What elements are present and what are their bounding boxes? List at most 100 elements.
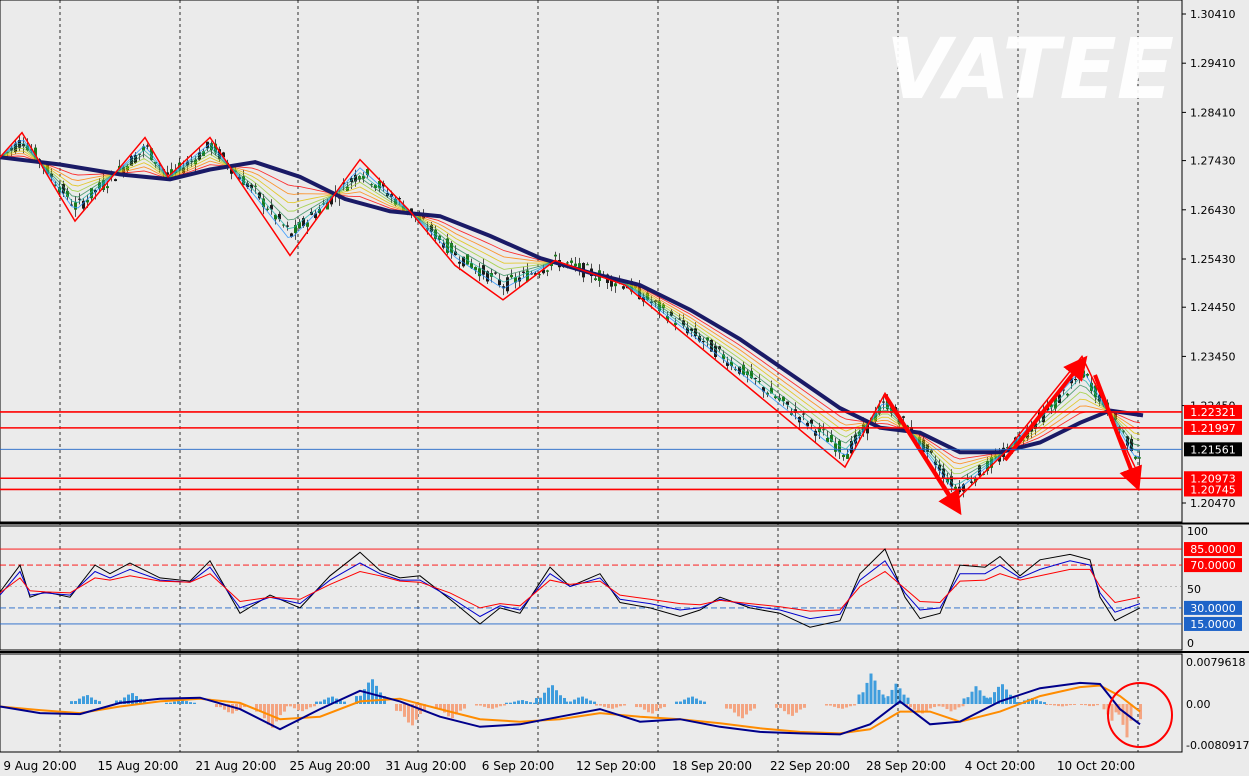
macd-histogram-bar bbox=[1129, 704, 1133, 721]
candle-body bbox=[474, 267, 477, 271]
candle-body bbox=[106, 186, 109, 189]
macd-histogram-bar bbox=[1084, 704, 1087, 706]
y-tick-label: 1.27430 bbox=[1190, 155, 1236, 168]
macd-histogram-bar bbox=[1005, 689, 1008, 704]
candle-body bbox=[818, 427, 821, 433]
candle-body bbox=[222, 152, 225, 158]
candle-body bbox=[542, 269, 545, 274]
candle-body bbox=[750, 370, 753, 379]
macd-histogram-bar bbox=[966, 697, 970, 704]
candle-body bbox=[254, 185, 257, 187]
macd-histogram-bar bbox=[635, 704, 638, 708]
macd-histogram-bar bbox=[623, 704, 626, 706]
price-panel bbox=[0, 131, 1182, 516]
macd-histogram-bar bbox=[1080, 704, 1083, 705]
macd-histogram-bar bbox=[403, 704, 406, 717]
macd-histogram-bar bbox=[181, 700, 184, 704]
macd-histogram-bar bbox=[98, 701, 101, 704]
macd-histogram-bar bbox=[937, 704, 941, 707]
macd-histogram-bar bbox=[559, 695, 562, 704]
macd-histogram-bar bbox=[643, 704, 646, 710]
macd-histogram-bar bbox=[495, 704, 498, 708]
y-tick-label: 1.30410 bbox=[1190, 8, 1236, 21]
candle-body bbox=[878, 405, 881, 414]
candle-body bbox=[670, 311, 673, 316]
rsi-tick-label: 0 bbox=[1187, 637, 1194, 650]
macd-histogram-bar bbox=[894, 683, 898, 704]
macd-histogram-bar bbox=[78, 698, 81, 704]
macd-histogram-bar bbox=[74, 701, 77, 704]
macd-histogram-bar bbox=[479, 704, 482, 706]
candle-body bbox=[1074, 378, 1077, 381]
candle-body bbox=[758, 380, 761, 382]
candle-body bbox=[970, 481, 973, 483]
macd-histogram-bar bbox=[775, 704, 778, 708]
x-tick-label: 9 Aug 20:00 bbox=[3, 759, 76, 773]
macd-histogram-bar bbox=[363, 689, 366, 704]
macd-histogram-bar bbox=[165, 702, 168, 704]
candle-body bbox=[694, 328, 697, 337]
candle-body bbox=[686, 327, 689, 334]
macd-histogram-bar bbox=[941, 704, 945, 707]
candle-body bbox=[610, 276, 613, 287]
candle-body bbox=[458, 261, 461, 264]
macd-histogram-bar bbox=[589, 700, 592, 704]
candle-body bbox=[1090, 382, 1093, 391]
candle-body bbox=[466, 254, 469, 265]
candle-body bbox=[942, 468, 945, 478]
candle-body bbox=[498, 279, 501, 286]
macd-histogram-bar bbox=[533, 702, 536, 704]
x-tick-label: 18 Sep 20:00 bbox=[672, 759, 752, 773]
macd-histogram-bar bbox=[563, 697, 566, 704]
macd-histogram-bar bbox=[745, 704, 748, 715]
candle-body bbox=[886, 399, 889, 410]
candle-body bbox=[990, 456, 993, 468]
macd-histogram-bar bbox=[135, 696, 138, 704]
candle-body bbox=[142, 146, 145, 151]
candle-body bbox=[550, 263, 553, 266]
y-tick-label: 1.28410 bbox=[1190, 106, 1236, 119]
macd-histogram-bar bbox=[886, 696, 890, 704]
macd-histogram-bar bbox=[849, 704, 852, 707]
candle-body bbox=[738, 366, 741, 374]
macd-histogram-bar bbox=[857, 694, 861, 704]
macd-histogram-bar bbox=[327, 697, 330, 704]
rsi-tick-label: 100 bbox=[1187, 525, 1208, 538]
macd-histogram-bar bbox=[877, 689, 881, 704]
macd-histogram-bar bbox=[909, 704, 912, 708]
macd-histogram-bar bbox=[331, 696, 334, 704]
macd-histogram-bar bbox=[799, 704, 802, 710]
candle-body bbox=[326, 202, 329, 210]
candle-body bbox=[698, 335, 701, 342]
macd-histogram-bar bbox=[1102, 704, 1106, 710]
rsi-level-label: 15.0000 bbox=[1190, 618, 1236, 631]
macd-histogram-bar bbox=[499, 704, 502, 707]
macd-histogram-bar bbox=[1035, 699, 1038, 704]
macd-histogram-bar bbox=[131, 693, 134, 704]
y-tick-label: 1.25430 bbox=[1190, 253, 1236, 266]
macd-histogram-bar bbox=[841, 704, 844, 709]
macd-histogram-bar bbox=[239, 704, 242, 709]
macd-histogram-bar bbox=[289, 704, 292, 707]
macd-histogram-bar bbox=[227, 704, 230, 713]
candle-body bbox=[882, 401, 885, 403]
candle-body bbox=[754, 377, 757, 379]
macd-histogram-bar bbox=[521, 700, 524, 704]
candle-body bbox=[522, 271, 525, 273]
macd-histogram-bar bbox=[451, 704, 454, 719]
macd-histogram-bar bbox=[505, 702, 508, 704]
candle-body bbox=[1050, 404, 1053, 408]
macd-histogram-bar bbox=[753, 704, 756, 709]
y-tick-label: 1.26430 bbox=[1190, 204, 1236, 217]
macd-histogram-bar bbox=[974, 686, 978, 704]
macd-histogram-bar bbox=[1092, 704, 1095, 707]
macd-histogram-bar bbox=[193, 702, 196, 704]
axis-layer: 9 Aug 20:00 15 Aug 20:00 21 Aug 20:00 25 Au… bbox=[3, 8, 1249, 773]
x-tick-label: 15 Aug 20:00 bbox=[98, 759, 179, 773]
x-tick-label: 12 Sep 20:00 bbox=[576, 759, 656, 773]
macd-histogram-bar bbox=[323, 699, 326, 704]
macd-panel bbox=[0, 673, 1173, 748]
macd-histogram-bar bbox=[599, 704, 602, 706]
candle-body bbox=[478, 268, 481, 277]
candle-body bbox=[278, 213, 281, 220]
